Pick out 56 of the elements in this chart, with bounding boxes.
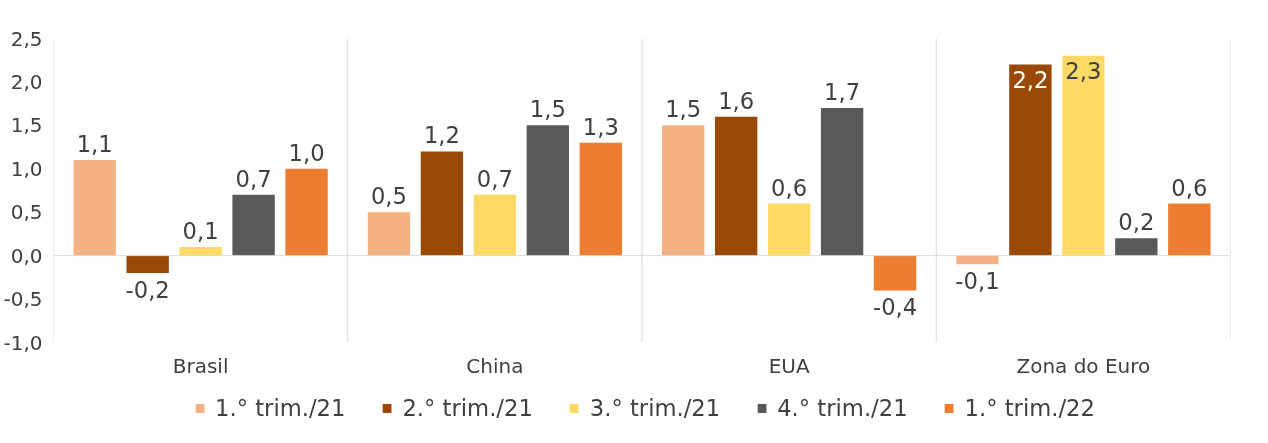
bar bbox=[73, 160, 116, 256]
data-label: 0,2 bbox=[1118, 209, 1155, 236]
data-label: 0,5 bbox=[370, 183, 407, 210]
data-label: 0,1 bbox=[182, 217, 219, 244]
data-label: 0,6 bbox=[771, 174, 808, 201]
y-tick-label: -1,0 bbox=[3, 330, 43, 355]
y-tick-label: -0,5 bbox=[3, 287, 43, 312]
data-label: -0,2 bbox=[125, 277, 170, 304]
bar bbox=[1062, 55, 1105, 256]
data-label: 1,3 bbox=[582, 113, 619, 140]
y-tick-label: 0,5 bbox=[10, 200, 43, 225]
bar bbox=[1115, 238, 1158, 256]
data-label: 1,6 bbox=[718, 87, 755, 114]
bar bbox=[420, 151, 464, 256]
bar bbox=[1009, 64, 1052, 256]
bar bbox=[526, 125, 570, 256]
legend-label: 1.° trim./22 bbox=[964, 394, 1095, 421]
bar bbox=[956, 255, 999, 265]
legend-label: 3.° trim./21 bbox=[589, 394, 721, 421]
bar bbox=[820, 107, 864, 256]
y-tick-label: 1,5 bbox=[10, 113, 43, 138]
legend-label: 4.° trim./21 bbox=[777, 394, 908, 421]
legend-label: 1.° trim./21 bbox=[215, 394, 346, 421]
y-tick-label: 2,5 bbox=[10, 26, 43, 51]
data-label: 1,0 bbox=[288, 139, 325, 166]
data-label: 2,2 bbox=[1012, 66, 1049, 93]
bar bbox=[873, 255, 917, 291]
x-tick-label: EUA bbox=[768, 353, 810, 378]
bar bbox=[579, 142, 622, 256]
data-label: 0,7 bbox=[476, 165, 513, 192]
data-label: 1,2 bbox=[423, 122, 460, 149]
data-label: 1,5 bbox=[665, 96, 702, 123]
data-label: 1,5 bbox=[529, 96, 566, 123]
data-label: 0,7 bbox=[235, 165, 272, 192]
x-tick-label: Zona do Euro bbox=[1016, 353, 1151, 378]
bar bbox=[473, 194, 517, 256]
y-tick-label: 2,0 bbox=[10, 69, 43, 94]
x-tick-label: Brasil bbox=[172, 353, 229, 378]
bar bbox=[714, 116, 758, 256]
y-tick-label: 1,0 bbox=[10, 156, 43, 181]
data-label: 1,1 bbox=[76, 131, 113, 158]
bar bbox=[767, 203, 811, 256]
x-tick-label: China bbox=[466, 353, 524, 378]
bar bbox=[285, 168, 328, 256]
data-label: 1,7 bbox=[824, 78, 861, 105]
data-label: 2,3 bbox=[1065, 57, 1102, 84]
bar bbox=[1168, 203, 1211, 256]
bar bbox=[662, 125, 705, 256]
bar bbox=[367, 212, 411, 256]
bar bbox=[232, 194, 275, 256]
data-label: -0,1 bbox=[955, 268, 1000, 295]
y-tick-label: 0,0 bbox=[10, 243, 43, 268]
data-label: 0,6 bbox=[1171, 174, 1208, 201]
data-label: -0,4 bbox=[872, 294, 918, 321]
legend-label: 2.° trim./21 bbox=[402, 394, 533, 421]
bar bbox=[126, 255, 169, 274]
